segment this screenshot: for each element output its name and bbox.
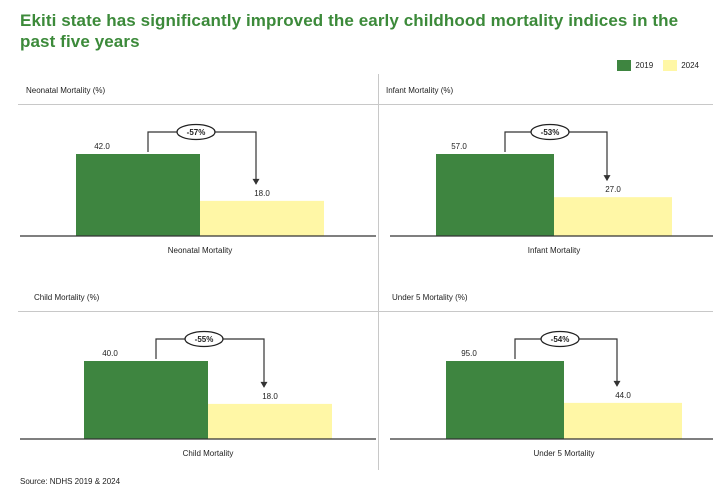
panel-rule-3 (18, 311, 378, 312)
change-badge-label: -53% (541, 128, 560, 137)
value-label-2019: 95.0 (461, 349, 477, 358)
change-arrow-head (260, 381, 268, 388)
chart-under5-mortality: 95.0 44.0 -54% Under 5 Mortality (390, 330, 713, 458)
change-arrow-head (613, 380, 621, 387)
value-label-2024: 27.0 (605, 185, 621, 194)
category-label: Under 5 Mortality (534, 449, 595, 458)
panel-title-infant: Infant Mortality (%) (386, 86, 454, 95)
legend-label-2024: 2024 (681, 61, 699, 70)
bar-2024 (564, 402, 682, 439)
value-label-2024: 44.0 (615, 391, 631, 400)
value-label-2019: 42.0 (94, 142, 110, 151)
panel-rule-4 (379, 311, 713, 312)
panel-rule-2 (379, 104, 713, 105)
bar-2024 (208, 403, 332, 439)
change-badge (530, 123, 570, 141)
value-label-2024: 18.0 (254, 189, 270, 198)
value-label-2024: 18.0 (262, 392, 278, 401)
source-note: Source: NDHS 2019 & 2024 (20, 477, 121, 486)
chart-infant-mortality: 57.0 27.0 -53% Infant Mortality (390, 123, 713, 255)
change-badge (184, 330, 224, 348)
change-badge (540, 330, 580, 348)
bar-2019 (76, 154, 200, 236)
panel-rule-1 (18, 104, 378, 105)
chart-neonatal-mortality: 42.0 18.0 -57% Neonatal Mortality (20, 123, 376, 255)
page-title: Ekiti state has significantly improved t… (20, 11, 679, 51)
bar-2024 (200, 200, 324, 236)
change-badge-label: -57% (187, 128, 206, 137)
chart-child-mortality: 40.0 18.0 -55% Child Mortality (20, 330, 376, 458)
change-badge-label: -54% (551, 335, 570, 344)
legend-label-2019: 2019 (635, 61, 654, 70)
value-label-2019: 40.0 (102, 349, 118, 358)
bar-2019 (436, 154, 554, 236)
value-label-2019: 57.0 (451, 142, 467, 151)
legend-item-2024: 2024 (663, 60, 699, 71)
bar-2019 (84, 361, 208, 439)
category-label: Infant Mortality (528, 246, 580, 255)
change-badge-label: -55% (195, 335, 214, 344)
legend-item-2019: 2019 (617, 60, 653, 71)
change-arrow-head (252, 178, 260, 185)
bar-2019 (446, 361, 564, 439)
bar-2024 (554, 197, 672, 236)
change-arrow-head (603, 175, 611, 182)
panel-title-under5: Under 5 Mortality (%) (392, 293, 468, 302)
panel-title-neonatal: Neonatal Mortality (%) (26, 86, 106, 95)
panel-divider-vertical (378, 74, 379, 470)
category-label: Child Mortality (183, 449, 234, 458)
legend-swatch-2024 (663, 60, 678, 71)
category-label: Neonatal Mortality (168, 246, 232, 255)
legend: 2019 2024 (607, 60, 699, 71)
panel-title-child: Child Mortality (%) (34, 293, 100, 302)
legend-swatch-2019 (617, 60, 632, 71)
change-badge (176, 123, 216, 141)
